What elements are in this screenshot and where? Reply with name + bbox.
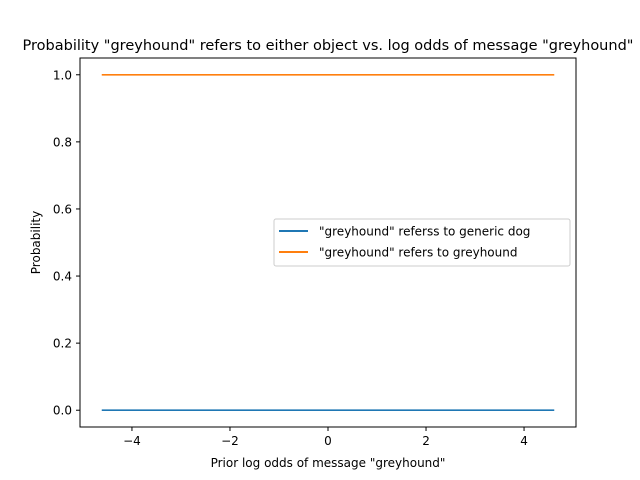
y-axis-label: Probability [29,211,43,274]
chart-title: Probability "greyhound" refers to either… [23,38,634,54]
x-axis-ticks: −4 −2 0 2 4 [123,427,528,448]
x-tick-label: 2 [422,434,430,448]
legend-box [273,218,571,267]
y-axis-ticks: 0.0 0.2 0.4 0.6 0.8 1.0 [53,68,80,418]
legend: "greyhound" referss to generic dog "grey… [273,218,571,267]
x-axis-label: Prior log odds of message "greyhound" [211,456,446,470]
y-tick-label: 0.6 [53,202,72,216]
legend-label-greyhound: "greyhound" refers to greyhound [319,246,517,260]
x-tick-label: −2 [221,434,239,448]
x-tick-label: 0 [324,434,332,448]
x-tick-label: −4 [123,434,141,448]
y-tick-label: 0.0 [53,404,72,418]
y-tick-label: 1.0 [53,68,72,82]
series-layer [101,73,555,412]
y-tick-label: 0.4 [53,270,72,284]
y-tick-label: 0.2 [53,337,72,351]
x-tick-label: 4 [520,434,528,448]
y-tick-label: 0.8 [53,135,72,149]
legend-label-generic-dog: "greyhound" referss to generic dog [319,225,530,239]
